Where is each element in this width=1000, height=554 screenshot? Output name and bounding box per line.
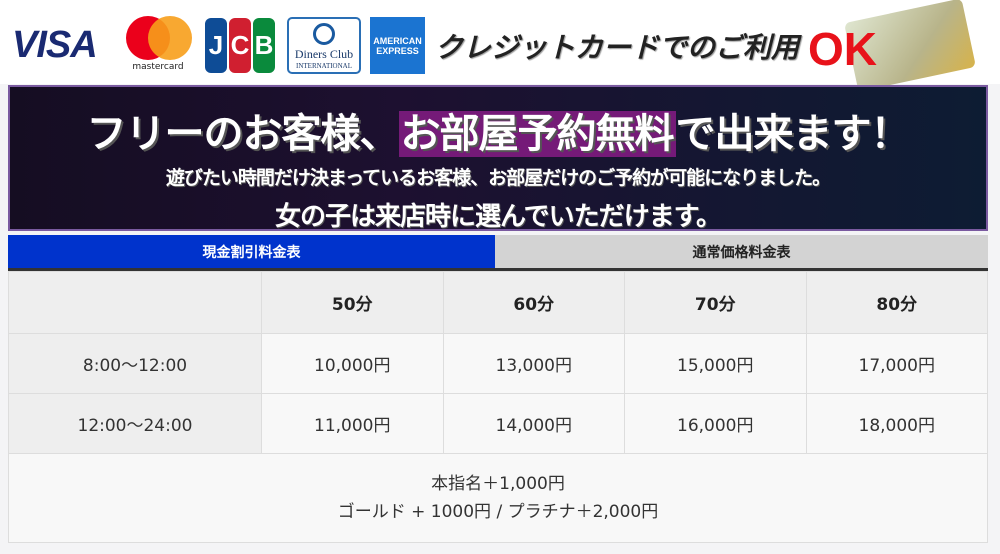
free-reservation-banner: フリーのお客様、お部屋予約無料で出来ます！ 遊びたい時間だけ決まっているお客様、… <box>8 85 988 232</box>
amex-logo: AMERICAN EXPRESS <box>370 17 425 74</box>
credit-card-text: クレジットカードでのご利用 <box>435 31 800 64</box>
rank-fees: ゴールド + 1000円 / プラチナ＋2,000円 <box>337 502 659 522</box>
price-cell: 13,000円 <box>442 333 625 394</box>
ok-logo: OK <box>808 23 877 75</box>
header-60min: 60分 <box>442 271 625 334</box>
nomination-fee: 本指名＋1,000円 <box>431 474 565 494</box>
price-cell: 17,000円 <box>805 333 988 394</box>
header-80min: 80分 <box>805 271 988 334</box>
price-cell: 16,000円 <box>624 393 807 454</box>
banner-note: 女の子は来店時に選んでいただけます。 <box>274 202 722 232</box>
price-cell: 18,000円 <box>805 393 988 454</box>
table-row: 12:00〜24:00 11,000円 14,000円 16,000円 18,0… <box>8 393 988 454</box>
price-cell: 14,000円 <box>442 393 625 454</box>
table-footer-row: 本指名＋1,000円ゴールド + 1000円 / プラチナ＋2,000円 <box>8 453 988 543</box>
time-slot: 8:00〜12:00 <box>8 333 262 394</box>
banner-subtext: 遊びたい時間だけ決まっているお客様、お部屋だけのご予約が可能になりました。 <box>165 167 831 189</box>
tab-regular-price[interactable]: 通常価格料金表 <box>495 235 988 268</box>
price-cell: 11,000円 <box>261 393 444 454</box>
header-70min: 70分 <box>624 271 807 334</box>
visa-logo: VISA <box>12 24 98 66</box>
table-header-row: 50分 60分 70分 80分 <box>8 271 988 334</box>
price-cell: 10,000円 <box>261 333 444 394</box>
extra-fees: 本指名＋1,000円ゴールド + 1000円 / プラチナ＋2,000円 <box>8 453 988 543</box>
tab-cash-discount[interactable]: 現金割引料金表 <box>8 235 495 268</box>
price-tabs: 現金割引料金表 通常価格料金表 <box>8 235 988 271</box>
table-row: 8:00〜12:00 10,000円 13,000円 15,000円 17,00… <box>8 333 988 394</box>
header-empty <box>8 271 262 334</box>
header-50min: 50分 <box>261 271 444 334</box>
diners-club-logo: Diners Club INTERNATIONAL <box>287 17 361 74</box>
time-slot: 12:00〜24:00 <box>8 393 262 454</box>
mastercard-logo: mastercard <box>122 16 194 76</box>
price-table: 50分 60分 70分 80分 8:00〜12:00 10,000円 13,00… <box>8 271 988 543</box>
price-cell: 15,000円 <box>624 333 807 394</box>
banner-headline: フリーのお客様、お部屋予約無料で出来ます！ <box>86 111 911 157</box>
